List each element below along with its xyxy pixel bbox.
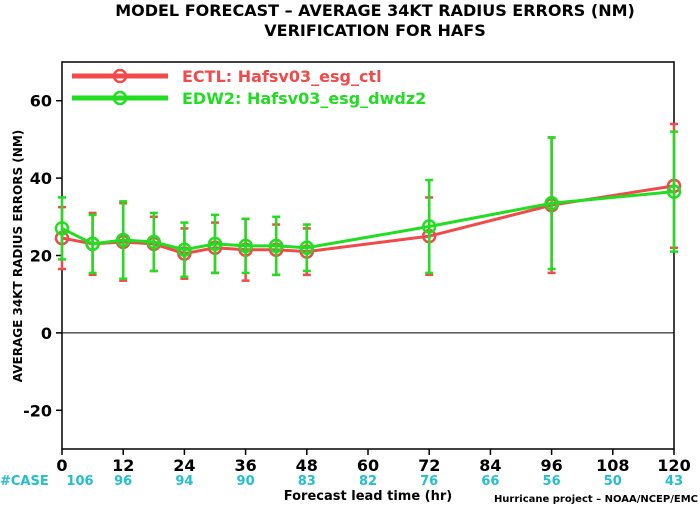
x-tick-label: 84: [479, 456, 501, 475]
y-tick-label: -20: [23, 401, 52, 420]
point: [115, 232, 131, 248]
point: [54, 221, 70, 236]
x-tick-label: 96: [540, 456, 562, 475]
case-count: 96: [114, 474, 132, 489]
y-tick-label: 0: [41, 324, 52, 343]
legend-marker: [112, 90, 128, 106]
credit: Hurricane project – NOAA/NCEP/EMC: [494, 494, 698, 505]
point: [146, 234, 162, 250]
legend-label: ECTL: Hafsv03_esg_ctl: [182, 67, 382, 86]
x-tick-label: 24: [173, 456, 195, 475]
point: [421, 219, 437, 234]
y-tick-label: 20: [30, 247, 52, 266]
case-count: 82: [359, 474, 377, 489]
x-axis-label: Forecast lead time (hr): [284, 489, 452, 504]
x-tick-label: 60: [357, 456, 379, 475]
point: [85, 236, 100, 252]
case-label: #CASE: [0, 474, 49, 489]
case-count: 76: [420, 474, 438, 489]
point: [544, 196, 559, 211]
case-count: 50: [604, 474, 622, 489]
case-count: 43: [665, 474, 683, 489]
y-tick-label: 40: [30, 169, 52, 188]
x-tick-label: 36: [234, 456, 256, 475]
chart-subtitle: VERIFICATION FOR HAFS: [264, 21, 485, 40]
point: [238, 238, 253, 254]
case-count: 94: [175, 474, 193, 489]
x-tick-label: 120: [657, 456, 690, 475]
case-count: 106: [66, 474, 93, 489]
case-count: 83: [298, 474, 316, 489]
point: [666, 184, 682, 199]
point: [299, 240, 315, 256]
point: [207, 236, 223, 252]
y-axis-label: AVERAGE 34KT RADIUS ERRORS (NM): [11, 130, 25, 382]
legend-marker: [112, 68, 128, 84]
point: [177, 242, 192, 257]
x-tick-label: 12: [112, 456, 134, 475]
x-tick-label: 108: [596, 456, 629, 475]
case-count: 66: [481, 474, 499, 489]
chart-title: MODEL FORECAST – AVERAGE 34KT RADIUS ERR…: [115, 1, 635, 20]
x-tick-label: 48: [296, 456, 318, 475]
point: [268, 238, 284, 254]
legend-label: EDW2: Hafsv03_esg_dwdz2: [182, 89, 426, 108]
case-count: 90: [237, 474, 255, 489]
case-count: 56: [543, 474, 561, 489]
x-tick-label: 0: [56, 456, 67, 475]
y-tick-label: 60: [30, 92, 52, 111]
x-tick-label: 72: [418, 456, 440, 475]
